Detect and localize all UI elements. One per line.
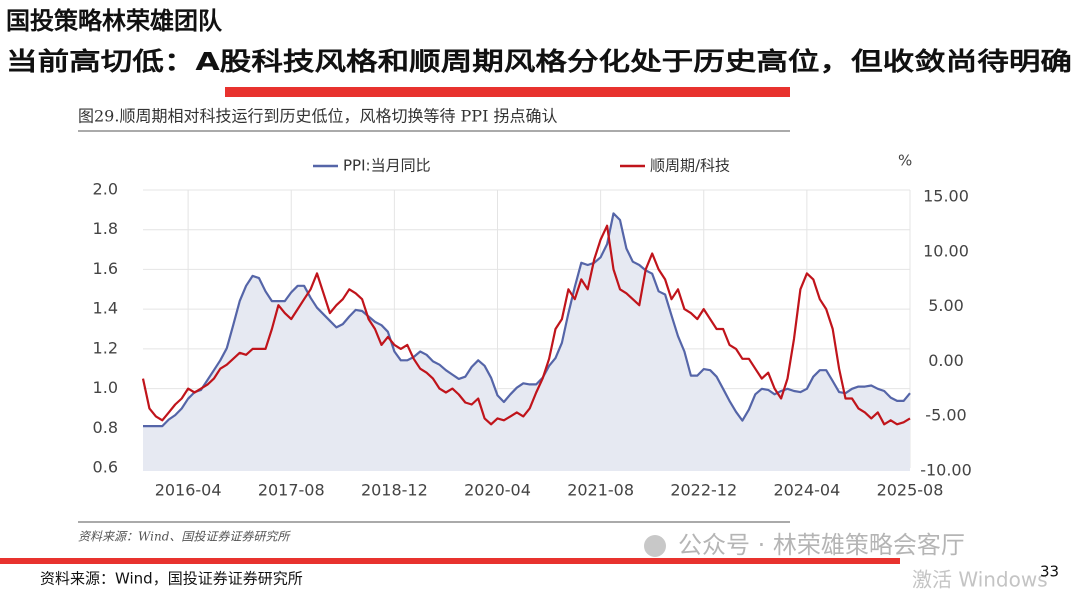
y-tick-label: 1.2	[93, 338, 118, 357]
plot: 0.6 0.8 1.0 1.2 1.4 1.6 1.8 2.0 -10.00 -5.00 0.00 5…	[93, 157, 972, 500]
x-tick-label: 2017-08	[258, 481, 325, 500]
y2-unit: %	[898, 152, 912, 170]
footer-bar	[0, 558, 900, 564]
x-tick-label: 2022-12	[670, 481, 737, 500]
accent-bar	[225, 87, 790, 97]
series-line	[141, 224, 911, 426]
x-tick-label: 2025-08	[877, 481, 944, 500]
y2-tick-label: -10.00	[920, 461, 972, 480]
y-tick-label: 0.6	[93, 458, 118, 477]
x-tick-label: 2018-12	[361, 481, 428, 500]
series-line	[143, 212, 911, 428]
y-tick-label: 2.0	[93, 180, 118, 199]
y-tick-label: 1.6	[93, 259, 118, 278]
legend-label: PPI:当月同比	[343, 157, 431, 175]
figure-caption: 图29.顺周期相对科技运行到历史低位，风格切换等待 PPI 拐点确认	[78, 107, 557, 126]
x-tick-label: 2021-08	[567, 481, 634, 500]
y2-tick-label: -5.00	[925, 406, 966, 425]
y-tick-label: 1.0	[93, 378, 118, 397]
page-number: 33	[1040, 563, 1059, 581]
activation-note: 激活 Windows	[912, 568, 1048, 591]
y-tick-label: 1.8	[93, 219, 118, 238]
legend-label: 顺周期/科技	[650, 157, 730, 175]
y2-tick-label: 10.00	[923, 241, 969, 260]
x-tick-label: 2020-04	[464, 481, 531, 500]
team-title: 国投策略林荣雄团队	[6, 7, 223, 35]
headline: 当前高切低：A股科技风格和顺周期风格分化处于历史高位，但收敛尚待明确	[6, 47, 1072, 76]
y-tick-label: 0.8	[93, 418, 118, 437]
y2-tick-label: 5.00	[928, 296, 964, 315]
x-tick-label: 2024-04	[773, 481, 840, 500]
wechat-icon	[644, 535, 666, 557]
y2-tick-label: 0.00	[928, 351, 964, 370]
x-tick-label: 2016-04	[155, 481, 222, 500]
watermark: 公众号 · 林荣雄策略会客厅	[678, 531, 965, 559]
y-tick-label: 1.4	[93, 299, 118, 318]
footer-source: 资料来源：Wind，国投证券证券研究所	[40, 570, 303, 588]
y2-tick-label: 15.00	[923, 187, 969, 206]
series-area	[143, 213, 910, 471]
figure-source: 资料来源：Wind、国投证券证券研究所	[78, 530, 291, 544]
